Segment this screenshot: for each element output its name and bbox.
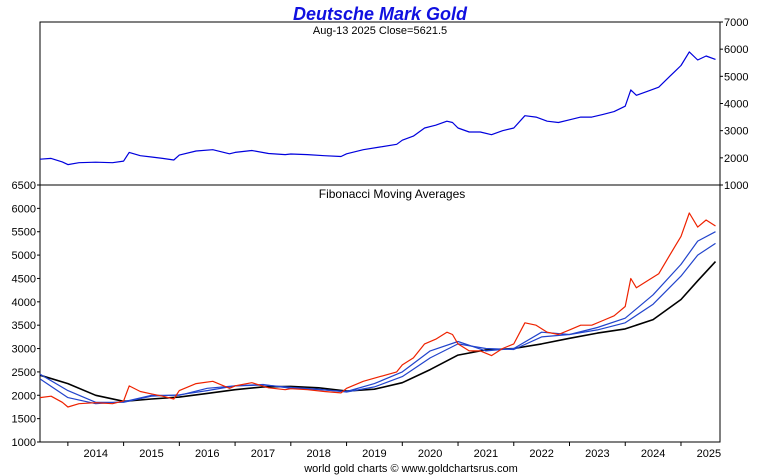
bottom-y-tick-label: 4000 [12, 297, 36, 309]
top-y-tick-label: 4000 [724, 99, 748, 111]
top-series-line [39, 51, 716, 166]
x-tick-label: 2018 [306, 448, 330, 460]
top-y-tick-label: 2000 [724, 153, 748, 165]
x-tick-label: 2016 [195, 448, 219, 460]
bottom-y-axis: 1000 1500 2000 2500 3000 3500 4000 4500 5000 5500… [12, 180, 40, 449]
top-y-axis: 1000 2000 3000 4000 5000 6000 7000 [720, 17, 748, 192]
top-y-tick-label: 5000 [724, 71, 748, 83]
x-tick-label: 2021 [474, 448, 498, 460]
x-axis: 2014 2015 2016 2017 2018 2019 2020 2021 2022 2023… [67, 442, 721, 460]
x-tick-label: 2024 [641, 448, 665, 460]
bottom-series-line [39, 261, 717, 403]
x-tick-label: 2022 [529, 448, 553, 460]
x-tick-label: 2014 [83, 448, 107, 460]
bottom-y-tick-label: 6500 [12, 180, 36, 192]
bottom-series-line [39, 212, 716, 408]
top-series-group [39, 51, 716, 166]
panel-title: Fibonacci Moving Averages [319, 187, 466, 201]
bottom-y-tick-label: 5500 [12, 227, 36, 239]
x-tick-label: 2017 [251, 448, 275, 460]
top-y-tick-label: 6000 [724, 44, 748, 56]
x-tick-label: 2025 [697, 448, 721, 460]
bottom-y-tick-label: 3500 [12, 320, 36, 332]
x-tick-label: 2015 [139, 448, 163, 460]
bottom-y-tick-label: 3000 [12, 344, 36, 356]
top-y-tick-label: 1000 [724, 180, 748, 192]
chart-title: Deutsche Mark Gold [293, 4, 468, 24]
bottom-y-tick-label: 2000 [12, 390, 36, 402]
bottom-panel-frame [39, 184, 721, 443]
bottom-series-group [39, 212, 717, 408]
bottom-y-tick-label: 1500 [12, 414, 36, 426]
bottom-series-line [39, 242, 716, 403]
bottom-y-tick-label: 1000 [12, 437, 36, 449]
x-tick-label: 2019 [362, 448, 386, 460]
bottom-y-tick-label: 2500 [12, 367, 36, 379]
x-tick-label: 2020 [418, 448, 442, 460]
bottom-y-tick-label: 4500 [12, 273, 36, 285]
chart-subtitle: Aug-13 2025 Close=5621.5 [313, 25, 447, 37]
x-tick-label: 2023 [585, 448, 609, 460]
top-y-tick-label: 3000 [724, 126, 748, 138]
bottom-y-tick-label: 6000 [12, 203, 36, 215]
top-y-tick-label: 7000 [724, 17, 748, 29]
footer-credit: world gold charts © www.goldchartsrus.co… [303, 463, 518, 475]
bottom-y-tick-label: 5000 [12, 250, 36, 262]
